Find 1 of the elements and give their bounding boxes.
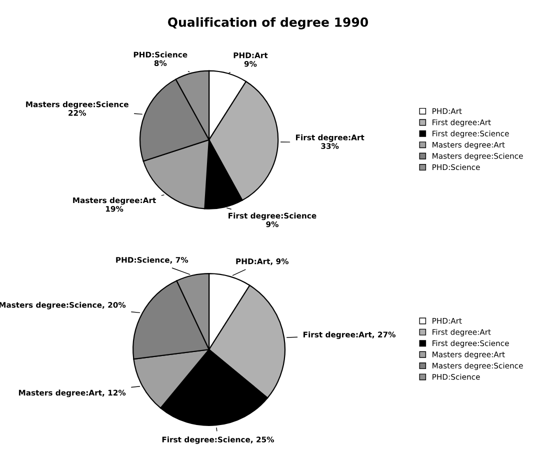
chart-title: Qualification of degree 1990 [168,17,368,30]
